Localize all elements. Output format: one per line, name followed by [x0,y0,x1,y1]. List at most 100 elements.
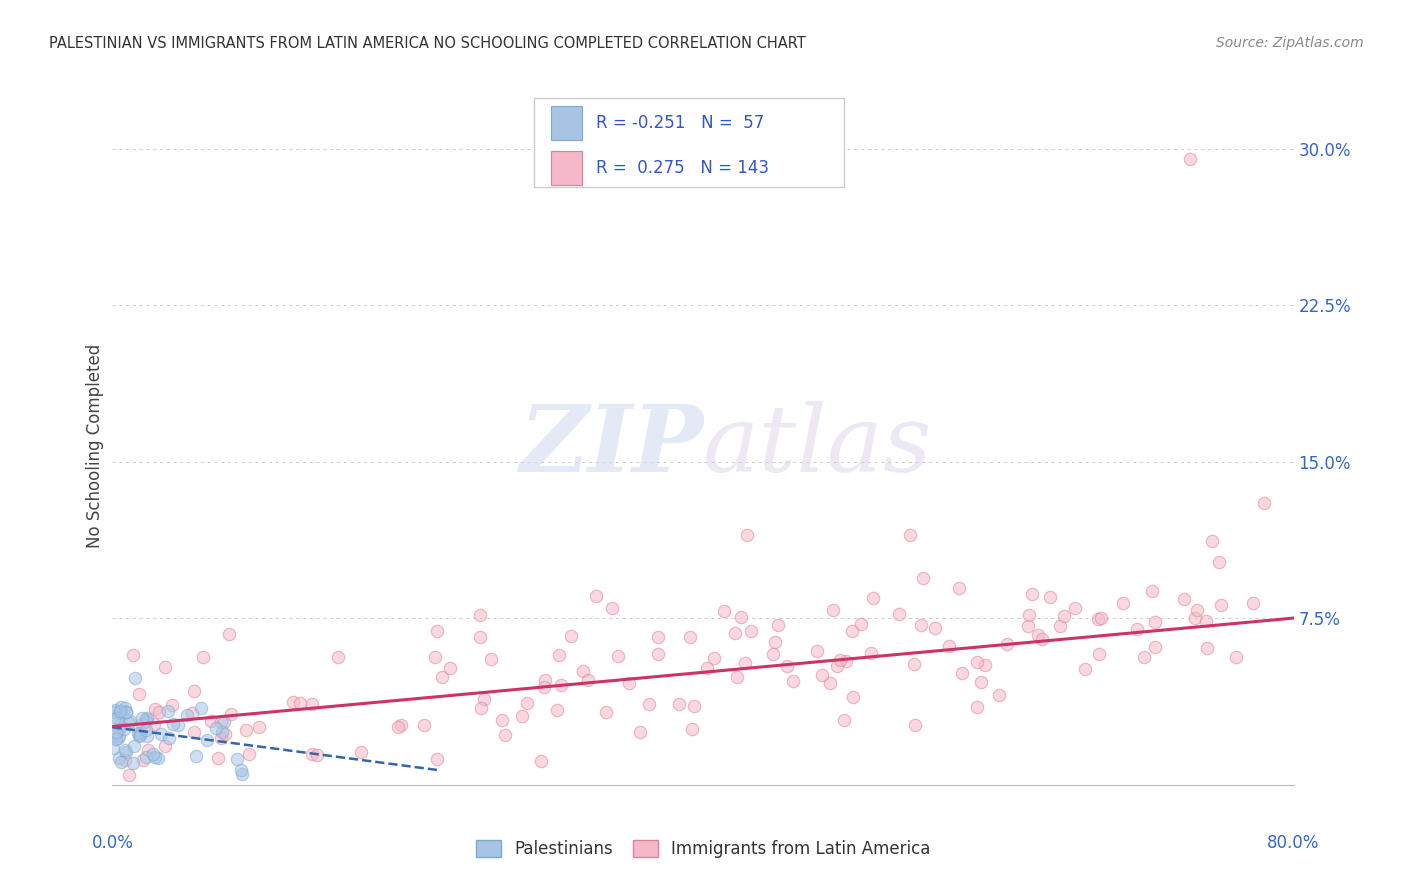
Point [530,754,553,768]
Point [142,747,165,762]
Point [103,712,125,726]
Point [898,527,921,541]
Point [432,669,454,683]
Point [470,607,492,622]
Point [135,712,157,726]
Point [1039,590,1062,604]
Point [1209,599,1232,613]
Point [212,715,235,730]
Point [647,647,669,661]
Point [1021,587,1043,601]
Point [118,767,141,781]
Point [205,721,228,735]
Point [112,722,135,736]
Point [103,705,125,719]
Point [512,709,534,723]
Point [1126,622,1149,636]
Point [200,714,222,729]
Point [1178,152,1201,166]
Point [305,748,328,763]
Point [104,703,127,717]
Point [181,706,204,720]
Point [762,647,785,661]
Point [585,589,607,603]
Point [115,705,138,719]
Point [647,630,669,644]
Point [231,764,253,778]
Point [167,718,190,732]
Point [143,750,166,764]
Text: Source: ZipAtlas.com: Source: ZipAtlas.com [1216,36,1364,50]
Point [683,698,706,713]
Point [209,731,232,745]
Point [1053,609,1076,624]
Point [782,674,804,689]
Point [1143,615,1166,630]
Point [114,753,136,767]
Point [1090,611,1112,625]
Point [1253,496,1275,510]
Point [560,629,582,643]
Point [110,756,132,770]
Point [668,697,690,711]
Point [859,646,882,660]
Point [114,742,136,756]
Point [104,728,127,742]
Point [1087,612,1109,626]
Point [1018,607,1040,622]
Point [903,657,925,671]
Point [190,700,212,714]
Point [135,749,157,764]
Text: atlas: atlas [703,401,932,491]
Point [818,676,841,690]
Point [474,692,496,706]
Point [132,753,155,767]
Point [776,658,799,673]
Point [1201,533,1223,548]
Point [1064,601,1087,615]
Point [823,603,845,617]
Point [1195,614,1218,628]
Point [966,655,988,669]
Point [948,581,970,595]
Point [696,661,718,675]
Point [157,731,180,745]
Point [810,668,832,682]
Point [326,650,349,665]
Point [966,700,988,714]
Point [679,630,702,644]
Point [238,747,260,762]
Text: ZIP: ZIP [519,401,703,491]
Point [108,706,131,721]
Text: R =  0.275   N = 143: R = 0.275 N = 143 [596,159,769,177]
Point [637,697,659,711]
Point [724,626,747,640]
Point [118,714,141,729]
Point [231,767,253,781]
Y-axis label: No Schooling Completed: No Schooling Completed [86,344,104,548]
Point [862,591,884,605]
Point [107,731,129,745]
Point [105,732,128,747]
Point [129,725,152,739]
Point [740,624,762,638]
Point [426,624,449,639]
Legend: Palestinians, Immigrants from Latin America: Palestinians, Immigrants from Latin Amer… [470,833,936,864]
Point [600,600,623,615]
Point [107,722,129,736]
Point [832,713,855,727]
Text: 0.0%: 0.0% [91,834,134,852]
Point [911,570,934,584]
Point [439,661,461,675]
Point [128,687,150,701]
Point [118,715,141,730]
Point [176,707,198,722]
Point [225,752,247,766]
Point [1017,619,1039,633]
Point [849,616,872,631]
Point [617,676,640,690]
Point [128,729,150,743]
Point [1197,641,1219,656]
Point [550,678,572,692]
Point [910,617,932,632]
